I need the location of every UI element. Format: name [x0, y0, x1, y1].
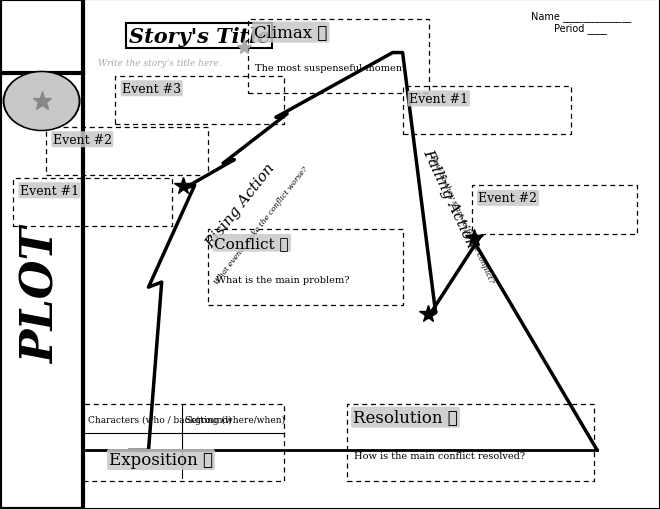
Bar [346, 405, 594, 481]
Bar [472, 186, 637, 234]
Text: PLOT: PLOT [20, 227, 63, 363]
Ellipse shape [5, 74, 78, 130]
Text: Event #1: Event #1 [20, 184, 79, 197]
Bar [248, 20, 429, 94]
Text: The most suspenseful moment: The most suspenseful moment [255, 64, 407, 73]
Text: Falling Action: Falling Action [420, 147, 478, 250]
Text: What events make the conflict worse?: What events make the conflict worse? [213, 165, 309, 285]
Text: Event #1: Event #1 [409, 93, 469, 106]
Bar [115, 76, 284, 125]
Bar [208, 229, 403, 305]
Text: Setting (where/when): Setting (where/when) [185, 415, 285, 425]
Text: Name ______________: Name ______________ [531, 11, 632, 22]
Text: Resolution ★: Resolution ★ [353, 409, 458, 426]
Bar [46, 127, 208, 176]
Text: Event #2: Event #2 [53, 133, 112, 147]
Text: Rising Action: Rising Action [204, 161, 278, 251]
Text: How is the main conflict resolved?: How is the main conflict resolved? [354, 451, 525, 460]
Bar [82, 405, 284, 481]
Text: Event #3: Event #3 [122, 82, 182, 96]
Bar [0, 0, 82, 509]
Text: Exposition ★: Exposition ★ [109, 451, 213, 468]
Circle shape [3, 72, 80, 131]
Text: Event #2: Event #2 [478, 192, 537, 205]
Text: Climax ★: Climax ★ [254, 24, 327, 42]
Text: Conflict ★: Conflict ★ [214, 236, 289, 250]
Bar [403, 87, 571, 135]
Text: What is the main problem?: What is the main problem? [216, 275, 349, 285]
Text: Characters (who / background): Characters (who / background) [88, 415, 232, 425]
Bar [82, 0, 660, 509]
Text: Write the story’s title here.: Write the story’s title here. [98, 59, 222, 68]
Text: How do they start to fix the conflict?: How do they start to fix the conflict? [428, 152, 496, 284]
Bar [13, 178, 172, 227]
Text: Story's Title: Story's Title [129, 26, 270, 47]
Text: Period ____: Period ____ [554, 22, 607, 34]
